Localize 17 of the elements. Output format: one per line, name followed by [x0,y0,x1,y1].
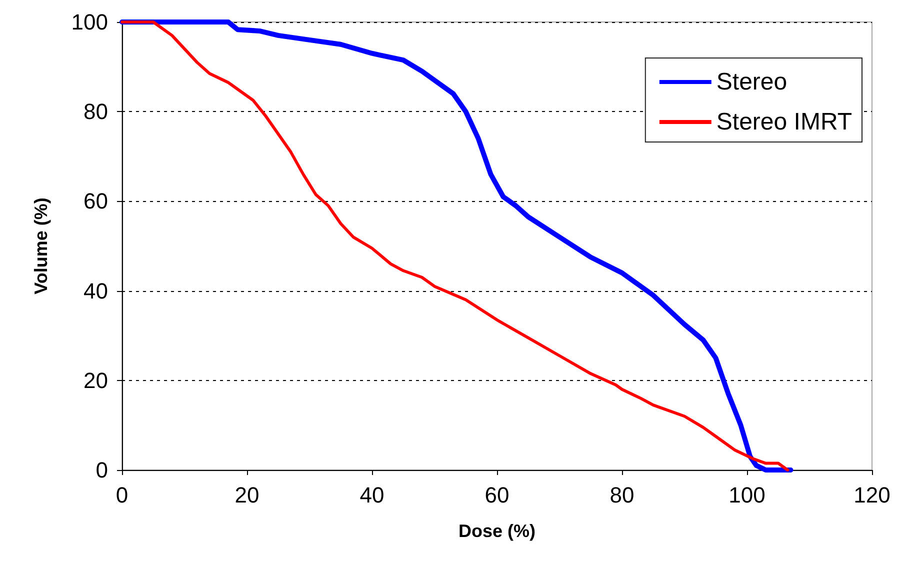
x-tick-label: 20 [234,482,260,508]
y-axis-title: Volume (%) [31,198,51,294]
y-tick-label: 0 [96,458,108,482]
y-tick-label: 20 [84,368,108,393]
x-tick-label: 40 [360,482,384,508]
y-tick-label: 100 [71,10,108,34]
y-tick-label: 80 [84,99,108,124]
y-tick-label: 40 [84,278,108,304]
x-axis-title: Dose (%) [458,521,536,541]
x-tick-label: 80 [610,482,634,508]
legend-label: Stereo [716,68,788,96]
legend-label: Stereo IMRT [716,108,852,136]
x-tick-label: 60 [484,482,510,508]
x-tick-label: 100 [728,482,766,508]
y-tick-label: 60 [84,188,108,214]
x-tick-label: 120 [854,482,890,508]
x-tick-label: 0 [116,482,128,508]
